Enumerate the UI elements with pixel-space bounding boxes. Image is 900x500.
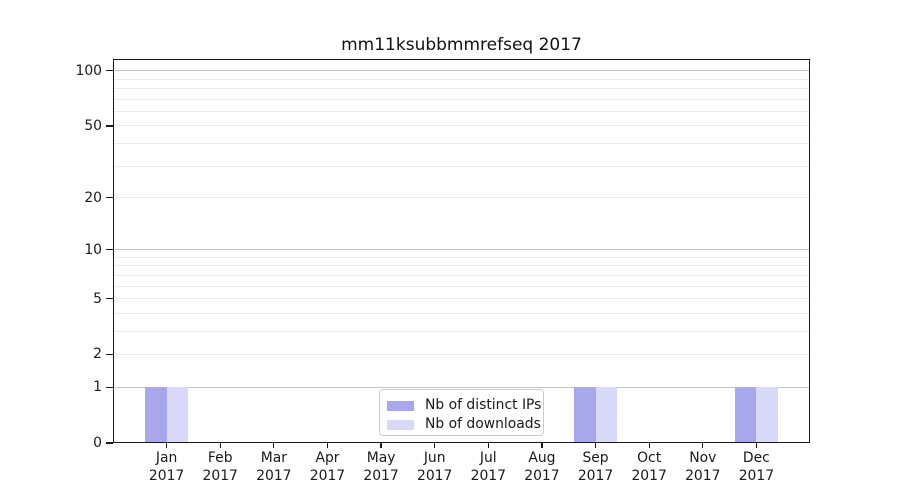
bar-distinct-ips-dec <box>734 387 757 443</box>
x-tick-month: Aug <box>528 450 556 466</box>
x-tick-year: 2017 <box>738 467 775 484</box>
x-tick-label: May 2017 <box>353 450 409 485</box>
y-tick-label: 2 <box>93 346 102 363</box>
minor-gridline <box>114 143 809 145</box>
x-tick-mark <box>648 443 650 448</box>
minor-gridline <box>114 298 809 300</box>
legend-swatch-distinct-ips-icon <box>387 400 414 411</box>
major-gridline <box>114 70 809 72</box>
x-tick-mark <box>434 443 436 448</box>
legend-item-distinct-ips: Nb of distinct IPs <box>380 396 543 415</box>
x-tick-month: Sep <box>582 450 609 466</box>
minor-gridline <box>114 330 809 332</box>
x-tick-mark <box>702 443 704 448</box>
x-tick-year: 2017 <box>685 467 721 484</box>
y-tick-label: 10 <box>84 241 102 258</box>
x-tick-label: Sep 2017 <box>568 450 624 485</box>
x-tick-label: Mar 2017 <box>246 450 302 485</box>
x-tick-month: Jul <box>479 450 497 466</box>
legend: Nb of distinct IPs Nb of downloads <box>379 389 544 436</box>
minor-gridline <box>114 285 809 287</box>
legend-label-downloads: Nb of downloads <box>425 416 541 432</box>
y-tick-mark <box>106 442 113 444</box>
x-tick-mark <box>755 443 757 448</box>
y-tick-label: 50 <box>84 117 102 134</box>
y-tick-mark <box>106 353 113 355</box>
major-gridline <box>114 386 809 388</box>
minor-gridline <box>114 125 809 127</box>
x-tick-year: 2017 <box>470 467 506 484</box>
bar-downloads-jan <box>166 387 189 443</box>
bar-distinct-ips-sep <box>574 387 596 443</box>
x-tick-year: 2017 <box>202 467 238 484</box>
legend-label-distinct-ips: Nb of distinct IPs <box>425 397 542 413</box>
x-tick-label: Apr 2017 <box>299 450 355 485</box>
minor-gridline <box>114 274 809 276</box>
x-tick-year: 2017 <box>256 467 292 484</box>
x-tick-year: 2017 <box>148 467 185 484</box>
minor-gridline <box>114 165 809 167</box>
x-tick-mark <box>380 443 382 448</box>
minor-gridline <box>114 111 809 113</box>
x-tick-mark <box>594 443 597 448</box>
x-tick-year: 2017 <box>363 467 399 484</box>
x-tick-month: Oct <box>637 450 662 466</box>
x-tick-mark <box>219 443 221 448</box>
bar-downloads-dec <box>756 387 778 443</box>
x-tick-year: 2017 <box>309 467 346 484</box>
x-tick-mark <box>166 443 168 448</box>
chart-title: mm11ksubbmmrefseq 2017 <box>341 35 582 55</box>
y-tick-mark <box>106 196 113 199</box>
x-tick-label: Dec 2017 <box>728 450 784 485</box>
x-tick-label: Jun 2017 <box>407 450 463 485</box>
minor-gridline <box>114 353 809 355</box>
minor-gridline <box>114 98 809 100</box>
minor-gridline <box>114 256 809 258</box>
y-tick-label: 0 <box>93 435 102 451</box>
x-tick-mark <box>541 443 543 448</box>
x-tick-month: Nov <box>689 450 717 466</box>
x-tick-month: Mar <box>260 450 287 466</box>
minor-gridline <box>114 197 809 198</box>
y-tick-mark <box>106 125 113 127</box>
minor-gridline <box>114 265 809 267</box>
minor-gridline <box>114 78 809 80</box>
y-tick-mark <box>106 70 113 72</box>
x-tick-label: Feb 2017 <box>192 450 248 485</box>
legend-item-downloads: Nb of downloads <box>380 415 543 434</box>
plot-area <box>113 59 810 443</box>
y-tick-label: 5 <box>93 290 102 307</box>
x-tick-month: Feb <box>207 450 233 466</box>
x-tick-month: Jan <box>155 450 178 466</box>
x-tick-month: Dec <box>742 450 770 466</box>
x-tick-label: Nov 2017 <box>675 450 731 485</box>
y-tick-label: 100 <box>75 62 102 79</box>
x-tick-year: 2017 <box>631 467 667 484</box>
x-tick-month: Jun <box>423 450 446 466</box>
x-tick-label: Jul 2017 <box>460 450 516 485</box>
x-tick-year: 2017 <box>417 467 453 484</box>
minor-gridline <box>114 312 809 314</box>
x-tick-label: Aug 2017 <box>514 450 570 485</box>
x-tick-year: 2017 <box>577 467 614 484</box>
x-tick-mark <box>273 443 275 448</box>
x-tick-month: Apr <box>315 450 340 466</box>
x-tick-label: Jan 2017 <box>139 450 195 485</box>
y-tick-mark <box>106 386 113 388</box>
legend-swatch-downloads-icon <box>387 419 414 430</box>
bar-distinct-ips-jan <box>145 387 167 443</box>
x-tick-year: 2017 <box>524 467 560 484</box>
minor-gridline <box>114 88 809 90</box>
x-tick-month: May <box>366 450 396 466</box>
y-tick-label: 1 <box>93 379 102 396</box>
y-tick-mark <box>106 249 113 251</box>
bar-downloads-sep <box>595 387 618 443</box>
x-tick-mark <box>326 443 329 448</box>
major-gridline <box>114 249 809 251</box>
y-tick-label: 20 <box>84 189 102 206</box>
x-tick-mark <box>487 443 489 448</box>
y-tick-mark <box>106 297 113 300</box>
x-tick-label: Oct 2017 <box>621 450 677 485</box>
